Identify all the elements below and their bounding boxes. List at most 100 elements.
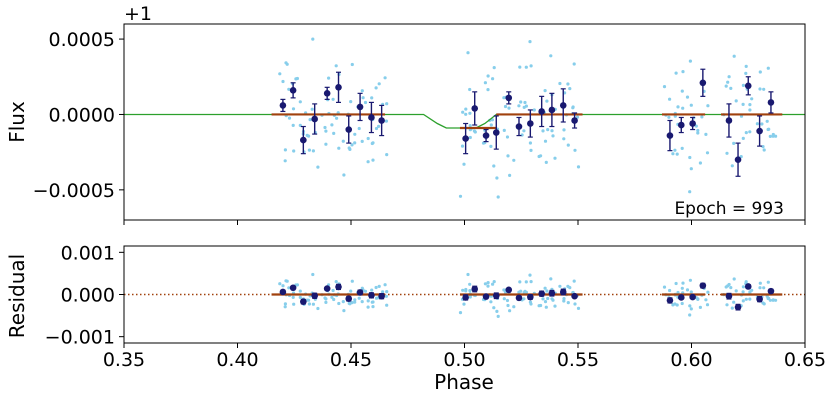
residual-raw-point [292,302,296,306]
residual-y-ticks: 0.001 0.000 −0.001 [45,242,124,349]
flux-axis-label: Flux [5,101,29,143]
flux-raw-point [464,107,468,111]
residual-raw-point [517,290,521,294]
residual-raw-point [566,301,570,305]
residual-raw-point [762,286,766,290]
flux-raw-point [502,128,506,132]
residual-raw-point [462,302,466,306]
residual-binned-point [378,292,385,300]
flux-raw-point [361,96,365,100]
residual-raw-point [486,281,490,285]
flux-raw-point [486,88,490,92]
flux-raw-point [278,72,282,76]
residual-binned-point [756,295,763,303]
flux-raw-point [460,144,465,148]
residual-raw-point [492,280,496,284]
flux-raw-point [298,100,302,104]
flux-raw-point [331,97,335,101]
residual-raw-point [662,285,667,289]
flux-raw-point [464,112,468,116]
flux-binned-point [677,121,685,129]
flux-raw-point [492,164,496,168]
residual-raw-point [551,298,555,302]
flux-raw-point [550,129,554,133]
residual-raw-point [506,303,510,308]
residual-binned-point [323,285,331,292]
residual-raw-point [311,302,315,306]
residual-raw-point [324,300,328,304]
flux-raw-point [383,76,387,80]
flux-raw-point [676,105,680,109]
flux-raw-point [360,89,364,93]
residual-raw-point [298,295,302,299]
residual-raw-point [750,288,754,292]
flux-raw-point [681,70,685,74]
flux-raw-point [308,118,312,122]
residual-binned-point [699,282,707,289]
flux-raw-point [774,134,778,138]
flux-y-ticks: 0.0005 0.0000 −0.0005 [33,29,124,202]
flux-raw-point [688,155,692,160]
residual-raw-point [334,280,338,284]
flux-raw-point [734,99,738,103]
residual-raw-point [281,284,285,288]
flux-raw-point [688,59,693,63]
residual-raw-point [337,301,341,306]
residual-raw-point [466,272,470,277]
phase-x-tick-label: 0.35 [103,349,145,371]
flux-raw-point [461,110,465,114]
residual-raw-point [523,289,527,293]
flux-raw-point [489,123,493,127]
flux-raw-point [673,148,677,152]
flux-raw-point [294,77,298,81]
flux-raw-point [760,122,764,126]
flux-raw-point [532,108,536,112]
flux-raw-point [543,139,548,143]
flux-raw-point [725,151,729,155]
flux-raw-point [518,65,522,69]
residual-raw-point [353,300,357,304]
residual-raw-point [363,289,368,293]
residual-raw-point [744,280,748,284]
residual-raw-point [688,278,693,282]
residual-raw-point [486,284,490,288]
flux-raw-point [732,141,736,145]
residual-raw-point [758,281,762,285]
flux-raw-point [307,148,311,152]
flux-raw-point [685,95,690,99]
flux-raw-point [696,131,700,135]
phase-x-tick-label: 0.55 [557,349,599,371]
flux-raw-point [468,135,472,140]
residual-raw-point [502,297,506,301]
flux-raw-point [374,126,379,131]
flux-raw-point [287,87,291,91]
flux-raw-point [771,134,775,138]
flux-binned-point [725,117,733,124]
residual-y-tick-label: −0.001 [45,327,115,349]
flux-raw-point [546,128,550,132]
residual-raw-point [331,288,335,293]
residual-raw-point [298,289,302,293]
residual-raw-point [562,299,566,303]
residual-raw-point [689,307,693,311]
flux-raw-point [291,123,295,127]
flux-raw-point [675,152,679,156]
flux-raw-point [291,107,296,111]
flux-raw-point [694,124,698,128]
flux-raw-point [705,151,710,155]
residual-raw-point [278,282,282,286]
flux-binned-point [527,120,534,127]
residual-binned-point [462,294,469,301]
flux-binned-point [538,108,545,115]
flux-raw-point [741,136,745,140]
residual-raw-point [680,301,684,306]
residual-raw-point [680,286,684,290]
flux-raw-point [729,86,733,90]
flux-raw-point [762,148,766,152]
flux-binned-points [279,68,775,177]
residual-raw-point [730,306,734,310]
residual-raw-point [696,297,700,301]
residual-raw-point [729,286,733,290]
flux-raw-point [350,62,354,67]
residual-raw-point [366,305,370,309]
